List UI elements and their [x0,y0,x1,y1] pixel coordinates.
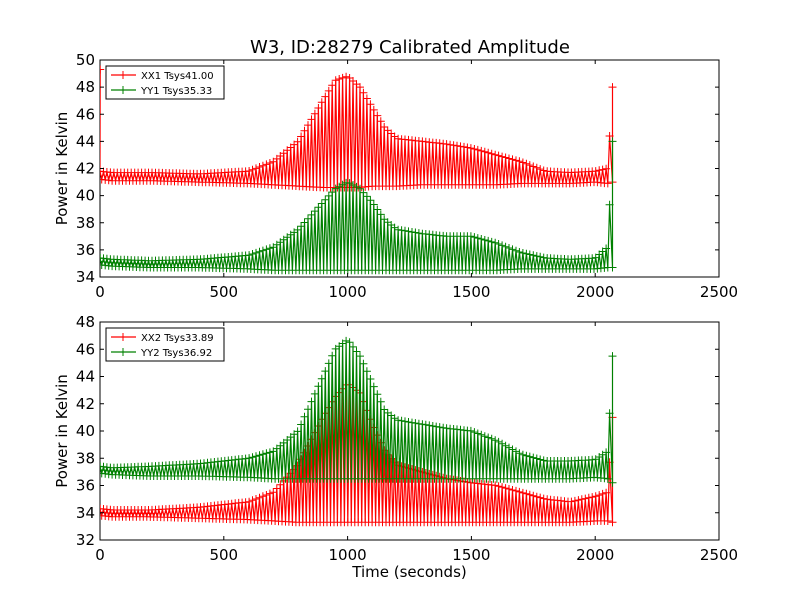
y-tick-label: 48 [76,78,95,96]
legend-label: YY2 Tsys36.92 [140,348,212,359]
y-tick-label: 36 [76,477,95,495]
legend-box [105,327,225,362]
x-tick-label: 0 [95,283,105,301]
legend-label: XX1 Tsys41.00 [141,71,214,82]
plot-area [100,65,617,275]
legend-marker [119,348,127,356]
series-markers-1 [100,380,617,527]
legend-marker [119,333,127,341]
series-line-2 [100,141,614,271]
y-tick-label: 40 [76,422,95,440]
series-markers-2 [100,336,617,487]
series-markers-1 [100,65,617,192]
x-tick-label: 2000 [576,283,614,301]
series-line-2 [100,340,614,483]
legend-label: XX2 Tsys33.89 [141,333,214,344]
y-tick-label: 42 [76,395,95,413]
x-tick-label: 0 [95,546,105,564]
y-axis-label: Power in Kelvin [53,374,71,488]
x-tick-label: 2500 [700,546,738,564]
y-tick-label: 48 [76,313,95,331]
series-markers-2 [100,137,617,275]
y-tick-label: 32 [76,531,95,549]
x-tick-label: 2000 [576,546,614,564]
legend-marker [119,86,127,94]
y-tick-label: 36 [76,241,95,259]
legend-marker [119,71,127,79]
x-tick-label: 500 [209,546,238,564]
y-axis-label: Power in Kelvin [53,112,71,226]
y-tick-label: 44 [76,368,95,386]
y-tick-label: 50 [76,51,95,69]
x-tick-label: 1500 [452,283,490,301]
x-tick-label: 2500 [700,283,738,301]
y-tick-label: 34 [76,268,95,286]
x-tick-label: 1500 [452,546,490,564]
legend-box [105,65,225,100]
x-axis-label: Time (seconds) [351,563,467,581]
x-tick-label: 1000 [329,283,367,301]
y-tick-label: 34 [76,504,95,522]
y-tick-label: 38 [76,214,95,232]
bottom-panel: 0 500 1000 1500 2000 2500 32 34 36 38 40 42 44 46 48 Po… [53,313,738,581]
chart-title: W3, ID:28279 Calibrated Amplitude [250,37,570,58]
y-tick-label: 46 [76,340,95,358]
y-tick-label: 44 [76,132,95,150]
y-tick-label: 38 [76,449,95,467]
top-panel: 0 500 1000 1500 2000 2500 34 36 38 40 42 44 46 48 50 Po… [53,51,738,301]
y-tick-label: 40 [76,187,95,205]
legend-label: YY1 Tsys35.33 [140,86,212,97]
x-tick-label: 500 [209,283,238,301]
plot-area [100,336,617,527]
x-tick-label: 1000 [329,546,367,564]
y-tick-label: 46 [76,105,95,123]
y-tick-label: 42 [76,160,95,178]
